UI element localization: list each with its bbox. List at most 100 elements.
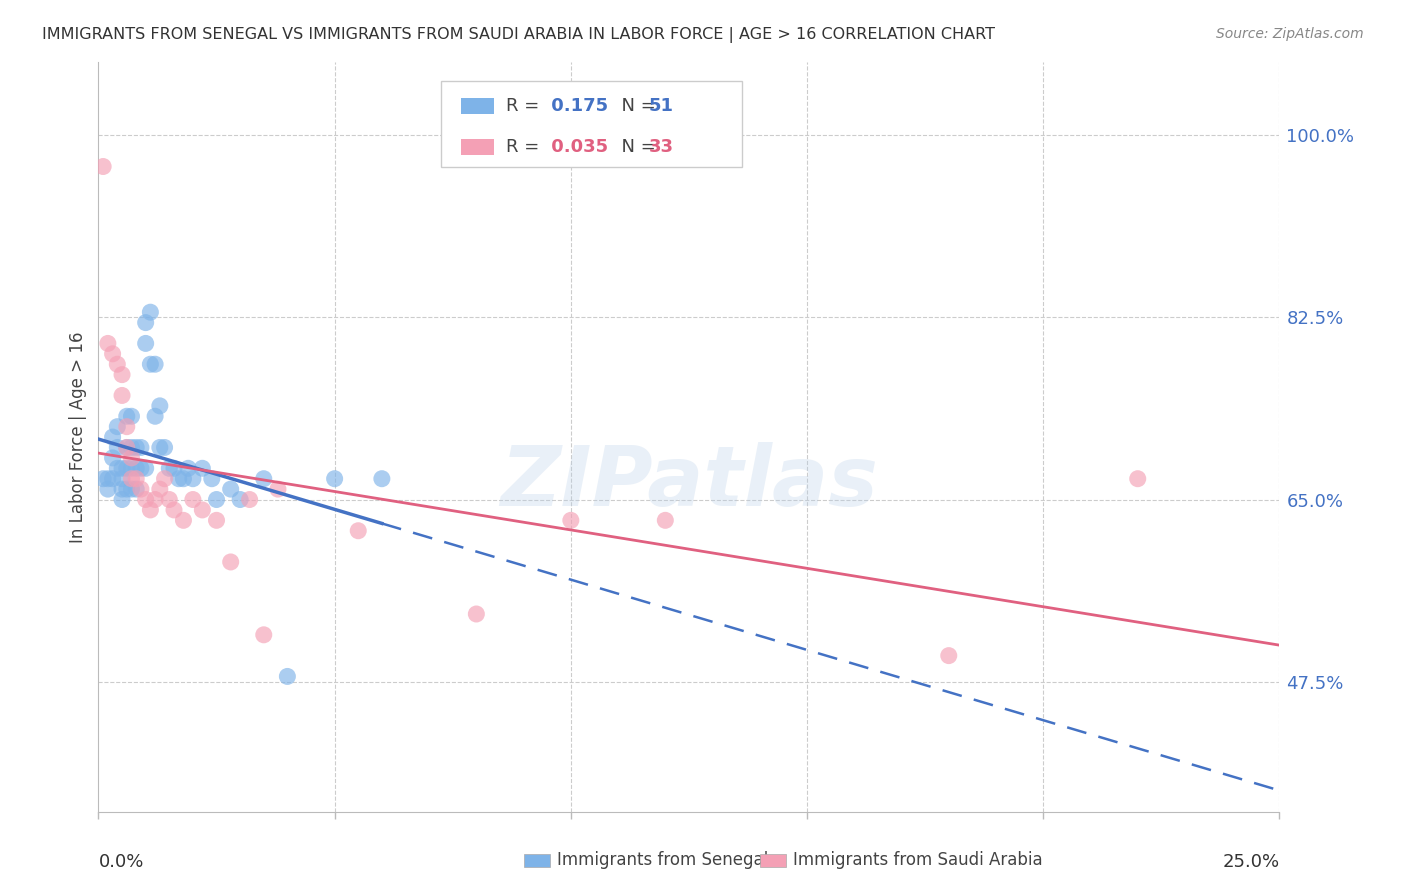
Point bbox=[143, 492, 166, 507]
Point bbox=[129, 441, 152, 455]
Point bbox=[205, 492, 228, 507]
Text: 0.035: 0.035 bbox=[546, 138, 607, 156]
Point bbox=[139, 503, 162, 517]
Point bbox=[105, 419, 128, 434]
Point bbox=[121, 450, 143, 465]
Point bbox=[135, 492, 157, 507]
Text: IMMIGRANTS FROM SENEGAL VS IMMIGRANTS FROM SAUDI ARABIA IN LABOR FORCE | AGE > 1: IMMIGRANTS FROM SENEGAL VS IMMIGRANTS FR… bbox=[42, 27, 995, 43]
Point bbox=[139, 305, 162, 319]
Point bbox=[91, 160, 114, 174]
Point bbox=[149, 441, 172, 455]
Point bbox=[101, 450, 124, 465]
Point bbox=[153, 472, 176, 486]
Text: Immigrants from Senegal: Immigrants from Senegal bbox=[557, 852, 768, 870]
Point bbox=[91, 472, 114, 486]
Point bbox=[97, 472, 120, 486]
Point bbox=[143, 357, 166, 371]
Point bbox=[125, 461, 148, 475]
Text: Immigrants from Saudi Arabia: Immigrants from Saudi Arabia bbox=[793, 852, 1042, 870]
Point bbox=[115, 419, 138, 434]
Point bbox=[143, 409, 166, 424]
Point bbox=[323, 472, 346, 486]
Point bbox=[191, 461, 214, 475]
Point bbox=[205, 513, 228, 527]
Point bbox=[115, 482, 138, 496]
Point bbox=[219, 555, 242, 569]
Point bbox=[105, 461, 128, 475]
Point bbox=[181, 492, 204, 507]
Point bbox=[105, 357, 128, 371]
Point bbox=[139, 357, 162, 371]
Text: 0.175: 0.175 bbox=[546, 97, 607, 115]
Point bbox=[125, 482, 148, 496]
Point bbox=[229, 492, 252, 507]
Point bbox=[105, 441, 128, 455]
Point bbox=[101, 430, 124, 444]
Point bbox=[135, 316, 157, 330]
Point bbox=[101, 347, 124, 361]
Point bbox=[101, 472, 124, 486]
Point bbox=[125, 472, 148, 486]
Point bbox=[172, 513, 194, 527]
Text: 25.0%: 25.0% bbox=[1222, 853, 1279, 871]
Point bbox=[938, 648, 960, 663]
Point bbox=[121, 461, 143, 475]
Point bbox=[121, 472, 143, 486]
Point bbox=[167, 472, 190, 486]
Point bbox=[135, 336, 157, 351]
Point bbox=[115, 441, 138, 455]
Text: Source: ZipAtlas.com: Source: ZipAtlas.com bbox=[1216, 27, 1364, 41]
FancyBboxPatch shape bbox=[441, 81, 742, 168]
Point bbox=[121, 482, 143, 496]
Text: N =: N = bbox=[610, 97, 661, 115]
Point bbox=[111, 492, 134, 507]
Point bbox=[111, 388, 134, 402]
Point bbox=[121, 441, 143, 455]
Point bbox=[97, 482, 120, 496]
Text: 51: 51 bbox=[648, 97, 673, 115]
Point bbox=[111, 368, 134, 382]
FancyBboxPatch shape bbox=[461, 97, 494, 114]
Text: R =: R = bbox=[506, 97, 546, 115]
Point bbox=[121, 409, 143, 424]
Text: N =: N = bbox=[610, 138, 661, 156]
Point bbox=[219, 482, 242, 496]
Point bbox=[157, 492, 180, 507]
Point bbox=[149, 482, 172, 496]
Point bbox=[181, 472, 204, 486]
Point bbox=[239, 492, 262, 507]
Point bbox=[253, 472, 276, 486]
Point bbox=[654, 513, 676, 527]
FancyBboxPatch shape bbox=[523, 854, 550, 867]
Point bbox=[371, 472, 394, 486]
Point bbox=[111, 472, 134, 486]
Point bbox=[129, 482, 152, 496]
Point bbox=[125, 441, 148, 455]
Point bbox=[172, 472, 194, 486]
Point bbox=[253, 628, 276, 642]
Point bbox=[149, 399, 172, 413]
Point bbox=[97, 336, 120, 351]
Text: R =: R = bbox=[506, 138, 546, 156]
Point bbox=[163, 503, 186, 517]
FancyBboxPatch shape bbox=[759, 854, 786, 867]
Point bbox=[347, 524, 370, 538]
Point bbox=[276, 669, 298, 683]
Point bbox=[129, 461, 152, 475]
FancyBboxPatch shape bbox=[461, 139, 494, 155]
Text: 0.0%: 0.0% bbox=[98, 853, 143, 871]
Point bbox=[163, 461, 186, 475]
Point bbox=[153, 441, 176, 455]
Text: 33: 33 bbox=[648, 138, 673, 156]
Point bbox=[177, 461, 200, 475]
Point bbox=[465, 607, 488, 621]
Point bbox=[191, 503, 214, 517]
Point bbox=[115, 441, 138, 455]
Point bbox=[111, 482, 134, 496]
Point bbox=[111, 461, 134, 475]
Point bbox=[157, 461, 180, 475]
Point bbox=[115, 409, 138, 424]
Point bbox=[267, 482, 290, 496]
Point bbox=[1126, 472, 1149, 486]
Point bbox=[135, 461, 157, 475]
